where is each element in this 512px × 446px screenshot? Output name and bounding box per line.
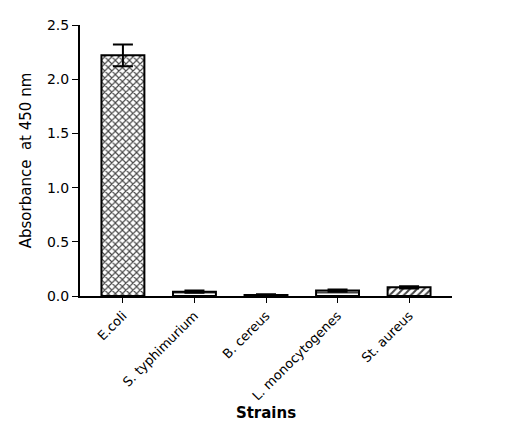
svg-text:0.0: 0.0 xyxy=(47,288,69,304)
svg-text:Strains: Strains xyxy=(236,404,296,422)
svg-text:2.5: 2.5 xyxy=(47,17,69,33)
svg-text:Absorbance at 450 nm: Absorbance at 450 nm xyxy=(17,73,35,249)
svg-text:St. aureus: St. aureus xyxy=(359,308,416,365)
svg-text:1.5: 1.5 xyxy=(47,125,69,141)
svg-text:L. monocytogenes: L. monocytogenes xyxy=(249,308,344,403)
svg-text:0.5: 0.5 xyxy=(47,234,69,250)
svg-text:E.coli: E.coli xyxy=(95,308,130,343)
svg-text:B. cereus: B. cereus xyxy=(219,308,272,361)
svg-text:S. typhimurium: S. typhimurium xyxy=(120,308,201,389)
svg-text:1.0: 1.0 xyxy=(47,180,69,196)
svg-text:2.0: 2.0 xyxy=(47,71,69,87)
